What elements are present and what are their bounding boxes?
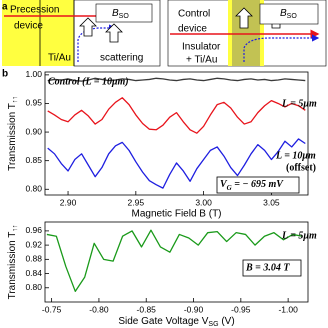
y-axis-label-subscript: ↑↑ xyxy=(12,96,19,103)
series-label: L = 5μm xyxy=(281,230,317,241)
device-title: Precession xyxy=(10,5,59,16)
y-tick-label: 0.95 xyxy=(25,98,42,108)
field-arrow xyxy=(105,23,123,43)
field-symbol: B xyxy=(112,8,119,19)
y-axis-label-main: Transmission T xyxy=(7,103,18,171)
field-box xyxy=(259,3,319,25)
device-title: Control xyxy=(178,9,210,20)
x-axis-label-suffix: (V) xyxy=(219,316,235,327)
y-tick-label: 0.80 xyxy=(25,184,42,194)
x-axis-label: Side Gate Voltage VSG (V) xyxy=(118,316,234,328)
condition-label-main: V xyxy=(220,179,228,190)
series-label: L = 10μm xyxy=(275,150,316,161)
x-axis-label-main: Side Gate Voltage V xyxy=(118,316,208,327)
plot-frame xyxy=(44,221,309,303)
y-tick-label: 0.92 xyxy=(25,239,42,249)
field-subscript: SO xyxy=(287,13,298,20)
x-tick-label: -0.75 xyxy=(42,304,62,314)
x-tick-label: -0.95 xyxy=(231,304,251,314)
series-line xyxy=(47,138,306,189)
x-tick-label: 3.00 xyxy=(195,197,212,207)
control-schematic: Control device BSO Insulator + Ti/Au xyxy=(167,0,327,67)
y-tick-label: 1.00 xyxy=(25,69,42,79)
y-tick-label: 0.96 xyxy=(25,225,42,235)
y-tick-label: 0.90 xyxy=(25,126,42,136)
annotation: (offset) xyxy=(286,162,316,173)
condition-label-suffix: = − 695 mV xyxy=(232,179,285,190)
metal-label: Ti/Au xyxy=(48,53,71,64)
x-tick-label: 3.05 xyxy=(263,197,280,207)
x-axis-label: Magnetic Field B (T) xyxy=(131,209,221,220)
field-label: BSO xyxy=(112,8,129,20)
device-title: device xyxy=(178,24,207,35)
panel-label: b xyxy=(2,69,8,80)
field-label: BSO xyxy=(280,8,297,20)
x-tick-label: -0.90 xyxy=(184,304,204,314)
y-tick-label: 0.84 xyxy=(25,268,42,278)
panel-label: a xyxy=(2,2,8,13)
condition-label: VG = − 695 mV xyxy=(220,179,284,191)
scattering-label: scattering xyxy=(100,53,143,64)
field-arrow xyxy=(79,17,97,37)
series-line xyxy=(47,77,306,82)
x-axis-label-subscript: SG xyxy=(208,321,218,328)
x-tick-label: -1.00 xyxy=(278,304,298,314)
x-tick-label: -0.80 xyxy=(89,304,109,314)
series-line xyxy=(46,229,303,292)
series-label: L = 5μm xyxy=(281,98,317,109)
x-tick-label: 2.90 xyxy=(60,197,77,207)
x-tick-label: 2.95 xyxy=(128,197,145,207)
y-tick-label: 0.85 xyxy=(25,155,42,165)
field-arrow xyxy=(235,7,253,29)
y-axis-label-subscript: ↑↑ xyxy=(12,225,19,232)
condition-box xyxy=(242,259,302,277)
y-axis-label-main: Transmission T xyxy=(7,232,18,300)
y-tick-label: 0.88 xyxy=(25,254,42,264)
series-label: Control (L = 10μm) xyxy=(48,76,129,87)
field-symbol: B xyxy=(280,8,287,19)
y-axis-label: Transmission T↑↑ xyxy=(7,96,19,171)
plot-frame xyxy=(44,71,309,196)
series-line xyxy=(47,97,306,134)
condition-label-subscript: G xyxy=(227,184,232,192)
field-subscript: SO xyxy=(119,13,130,20)
metal-label: Insulator xyxy=(182,42,221,53)
yellow-region xyxy=(2,0,74,66)
field-box xyxy=(95,3,153,23)
precession-schematic: a Precession device BSO Ti/Au scattering xyxy=(2,0,161,67)
condition-label: B = 3.04 T xyxy=(245,262,290,273)
y-tick-label: 0.80 xyxy=(25,282,42,292)
y-axis-label: Transmission T↑↑ xyxy=(7,225,19,300)
device-title: device xyxy=(14,21,43,32)
condition-box xyxy=(216,176,300,194)
metal-label: + Ti/Au xyxy=(186,55,217,66)
scattered-path xyxy=(243,34,320,62)
x-tick-label: -0.85 xyxy=(137,304,157,314)
